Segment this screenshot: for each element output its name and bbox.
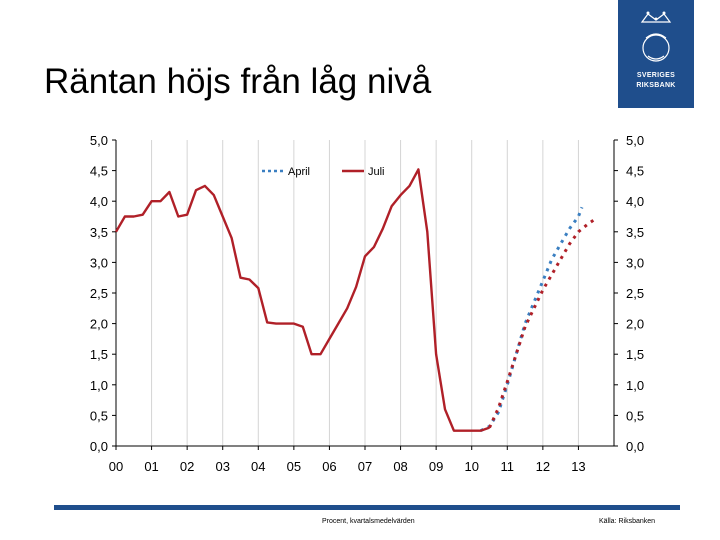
y-tick-label-left: 4,5 (90, 164, 108, 179)
footer-divider (54, 505, 680, 510)
x-tick-label: 13 (571, 459, 585, 474)
y-tick-label-right: 5,0 (626, 133, 644, 148)
footer-unit-note: Procent, kvartalsmedelvärden (322, 518, 415, 525)
y-tick-label-left: 0,5 (90, 408, 108, 423)
y-tick-label-left: 2,5 (90, 286, 108, 301)
legend-label-april: April (288, 166, 310, 178)
y-tick-label-left: 2,0 (90, 317, 108, 332)
x-tick-label: 02 (180, 459, 194, 474)
footer-source: Källa: Riksbanken (599, 518, 656, 525)
x-tick-label: 00 (109, 459, 123, 474)
x-tick-label: 06 (322, 459, 336, 474)
y-tick-label-right: 0,5 (626, 408, 644, 423)
x-tick-label: 04 (251, 459, 265, 474)
y-tick-label-left: 5,0 (90, 133, 108, 148)
y-tick-label-left: 0,0 (90, 439, 108, 454)
y-tick-label-right: 1,0 (626, 378, 644, 393)
x-tick-label: 10 (464, 459, 478, 474)
y-tick-label-left: 1,5 (90, 347, 108, 362)
series-line-april (479, 206, 584, 433)
x-tick-label: 12 (536, 459, 550, 474)
y-tick-label-left: 3,0 (90, 255, 108, 270)
chart-series (114, 168, 598, 433)
x-tick-label: 01 (144, 459, 158, 474)
crown-emblem-icon (640, 11, 672, 62)
logo-text-riksbank: RIKSBANK (636, 82, 676, 89)
y-tick-label-right: 4,5 (626, 164, 644, 179)
series-line-juli-outcome (114, 168, 490, 432)
x-tick-label: 08 (393, 459, 407, 474)
y-tick-label-right: 0,0 (626, 439, 644, 454)
y-tick-label-right: 2,0 (626, 317, 644, 332)
legend-label-juli: Juli (368, 166, 385, 178)
x-tick-label: 09 (429, 459, 443, 474)
y-tick-label-right: 3,0 (626, 255, 644, 270)
chart-grid (115, 140, 579, 446)
y-tick-label-left: 1,0 (90, 378, 108, 393)
chart-axes: 0,0 0,0 0,5 0,5 1,0 1,0 1,5 1,5 2,0 2,0 2,5 2,5 3,0 3… (90, 133, 644, 474)
y-tick-label-right: 4,0 (626, 194, 644, 209)
y-tick-label-right: 2,5 (626, 286, 644, 301)
slide-title: Räntan höjs från låg nivå (44, 62, 432, 101)
y-tick-label-right: 1,5 (626, 347, 644, 362)
riksbank-logo: SVERIGES RIKSBANK (618, 0, 694, 108)
y-tick-label-right: 3,5 (626, 225, 644, 240)
y-tick-label-left: 4,0 (90, 194, 108, 209)
chart-legend: April Juli (262, 166, 385, 178)
y-tick-label-left: 3,5 (90, 225, 108, 240)
x-tick-label: 07 (358, 459, 372, 474)
x-tick-label: 03 (215, 459, 229, 474)
series-line-juli-forecast (488, 217, 598, 429)
x-tick-label: 11 (501, 459, 515, 474)
logo-text-sveriges: SVERIGES (636, 72, 676, 79)
x-tick-label: 05 (287, 459, 301, 474)
